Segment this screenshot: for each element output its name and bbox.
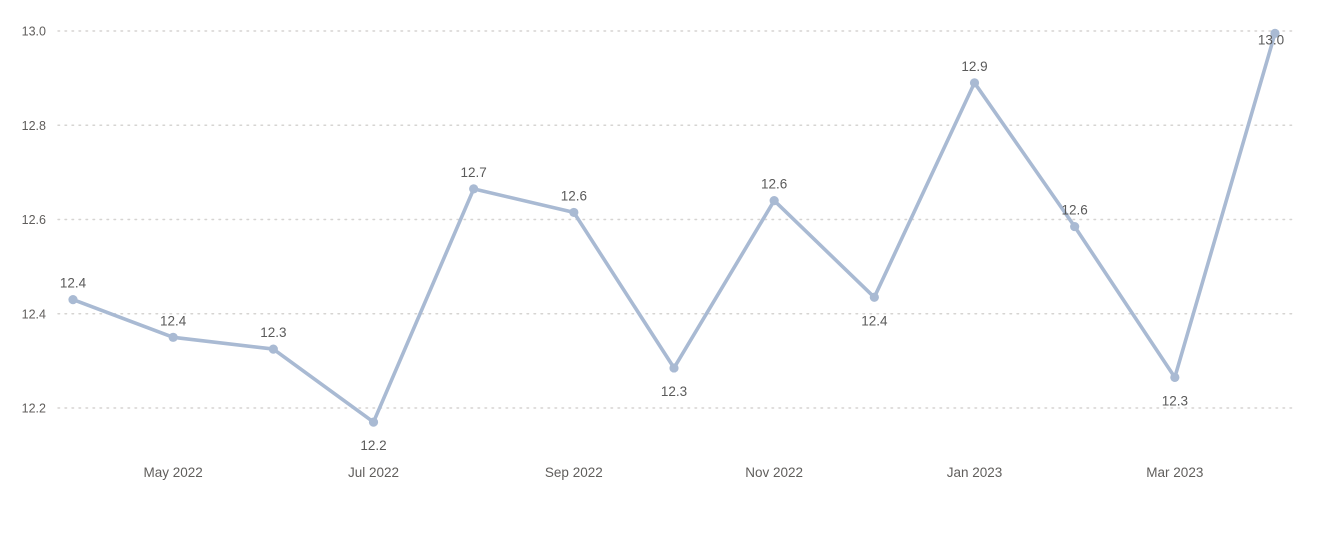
data-point-marker[interactable]: [68, 295, 78, 305]
data-point-marker[interactable]: [569, 207, 579, 218]
data-point-label: 12.3: [661, 384, 687, 399]
y-axis-tick-label: 12.8: [22, 119, 46, 133]
y-axis-tick-label: 13.0: [22, 25, 46, 39]
x-axis-tick-label: Nov 2022: [745, 465, 803, 480]
data-point-label: 12.6: [1062, 203, 1088, 218]
data-point-marker[interactable]: [969, 78, 980, 88]
y-axis-tick-label: 12.4: [22, 307, 46, 321]
data-point-marker[interactable]: [769, 196, 779, 206]
data-point-label: 12.3: [260, 325, 286, 340]
data-point-marker[interactable]: [669, 363, 679, 373]
x-axis-tick-label: Sep 2022: [545, 465, 603, 480]
data-point-label: 12.4: [861, 313, 888, 328]
data-point-marker[interactable]: [1170, 372, 1180, 382]
data-point-marker[interactable]: [1070, 221, 1080, 232]
data-point-label: 12.3: [1162, 393, 1188, 408]
data-point-marker[interactable]: [168, 332, 178, 342]
data-point-marker[interactable]: [368, 417, 379, 427]
data-point-label: 13.0: [1258, 32, 1284, 47]
y-axis-tick-label: 12.6: [22, 213, 46, 227]
data-point-label: 12.2: [360, 438, 386, 453]
data-point-marker[interactable]: [268, 344, 278, 354]
data-point-label: 12.6: [761, 177, 787, 192]
y-axis-tick-label: 12.2: [22, 402, 46, 416]
data-point-marker[interactable]: [1270, 28, 1280, 38]
data-point-label: 12.6: [561, 188, 587, 203]
data-point-label: 12.4: [160, 313, 187, 328]
x-axis-tick-label: Jan 2023: [947, 465, 1003, 480]
data-point-label: 12.4: [60, 276, 87, 291]
data-point-marker[interactable]: [469, 184, 479, 194]
x-axis-tick-label: May 2022: [144, 465, 203, 480]
data-point-label: 12.9: [961, 59, 987, 74]
x-axis-tick-label: Jul 2022: [348, 465, 399, 480]
data-point-label: 12.7: [461, 165, 487, 180]
x-axis-tick-label: Mar 2023: [1146, 465, 1203, 480]
data-point-marker[interactable]: [869, 292, 879, 302]
